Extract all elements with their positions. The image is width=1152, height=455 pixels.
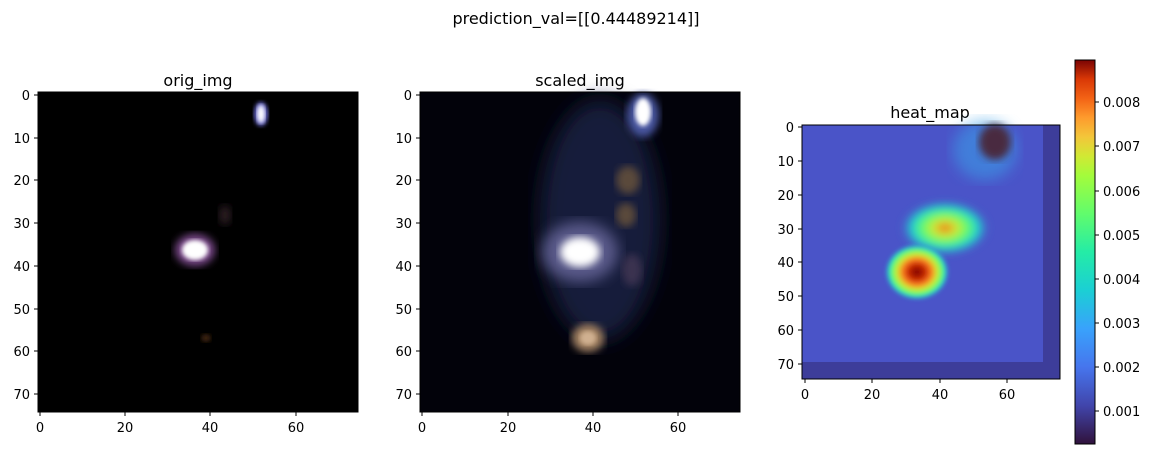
x-tick-label: 60	[999, 388, 1016, 403]
y-tick-label: 0	[404, 89, 412, 104]
axes-frame	[419, 91, 741, 413]
y-tick-label: 0	[786, 121, 794, 136]
x-tick-label: 20	[117, 421, 134, 436]
y-tick-label: 0	[22, 89, 30, 104]
x-tick-label: 20	[500, 421, 517, 436]
y-tick-label: 60	[395, 345, 412, 360]
colorbar-frame	[1074, 59, 1096, 445]
x-tick-label: 0	[418, 421, 426, 436]
y-tick-label: 30	[395, 217, 412, 232]
y-tick-label: 50	[13, 303, 30, 318]
colorbar-tick-label: 0.004	[1103, 273, 1140, 288]
axes-frame	[801, 124, 1061, 380]
scaled-image-content	[540, 93, 660, 352]
x-tick-label: 20	[864, 388, 881, 403]
y-ticks: 0 10 20 30 40 50 60 70	[777, 121, 802, 373]
y-ticks: 0 10 20 30 40 50 60 70	[13, 89, 38, 403]
y-tick-label: 70	[13, 388, 30, 403]
y-tick-label: 70	[395, 388, 412, 403]
colorbar-gradient	[1075, 60, 1095, 444]
panel-title: heat_map	[890, 103, 970, 123]
y-tick-label: 20	[13, 174, 30, 189]
y-tick-label: 10	[13, 132, 30, 147]
y-tick-label: 20	[395, 174, 412, 189]
y-tick-label: 10	[777, 155, 794, 170]
colorbar-ticks: 0.001 0.002 0.003 0.004 0.005 0.006 0.00…	[1095, 96, 1140, 420]
colorbar-tick-label: 0.006	[1103, 185, 1140, 200]
colorbar-tick-label: 0.003	[1103, 317, 1140, 332]
colorbar: 0.001 0.002 0.003 0.004 0.005 0.006 0.00…	[1074, 59, 1140, 445]
x-tick-label: 40	[932, 388, 949, 403]
y-tick-label: 40	[777, 256, 794, 271]
y-tick-label: 30	[777, 223, 794, 238]
x-tick-label: 60	[670, 421, 687, 436]
y-ticks: 0 10 20 30 40 50 60 70	[395, 89, 420, 403]
x-ticks: 0 20 40 60	[36, 412, 304, 436]
panel-title: orig_img	[163, 71, 232, 91]
orig-image-content	[175, 102, 268, 342]
heat-map-content	[802, 120, 1060, 379]
x-tick-label: 40	[585, 421, 602, 436]
y-tick-label: 10	[395, 132, 412, 147]
colorbar-tick-label: 0.002	[1103, 361, 1140, 376]
colorbar-tick-label: 0.007	[1103, 140, 1140, 155]
colorbar-tick-label: 0.008	[1103, 96, 1140, 111]
y-tick-label: 40	[395, 260, 412, 275]
x-tick-label: 40	[202, 421, 219, 436]
y-tick-label: 60	[777, 324, 794, 339]
figure-suptitle: prediction_val=[[0.44489214]]	[452, 9, 699, 29]
y-tick-label: 30	[13, 217, 30, 232]
panel-heat-map: heat_map 0 20 40 60	[777, 103, 1061, 403]
x-tick-label: 60	[288, 421, 305, 436]
panel-scaled-img: scaled_img 0 20 40 60	[395, 71, 741, 436]
y-tick-label: 60	[13, 345, 30, 360]
colorbar-tick-label: 0.005	[1103, 229, 1140, 244]
y-tick-label: 50	[777, 290, 794, 305]
y-tick-label: 70	[777, 358, 794, 373]
x-ticks: 0 20 40 60	[418, 412, 686, 436]
y-tick-label: 20	[777, 189, 794, 204]
panel-orig-img: orig_img 0 20 40 60	[13, 71, 359, 436]
axes-frame	[37, 91, 359, 413]
x-tick-label: 0	[801, 388, 809, 403]
panel-title: scaled_img	[535, 71, 625, 91]
y-tick-label: 40	[13, 260, 30, 275]
x-tick-label: 0	[36, 421, 44, 436]
y-tick-label: 50	[395, 303, 412, 318]
colorbar-tick-label: 0.001	[1103, 405, 1140, 420]
x-ticks: 0 20 40 60	[801, 379, 1015, 403]
